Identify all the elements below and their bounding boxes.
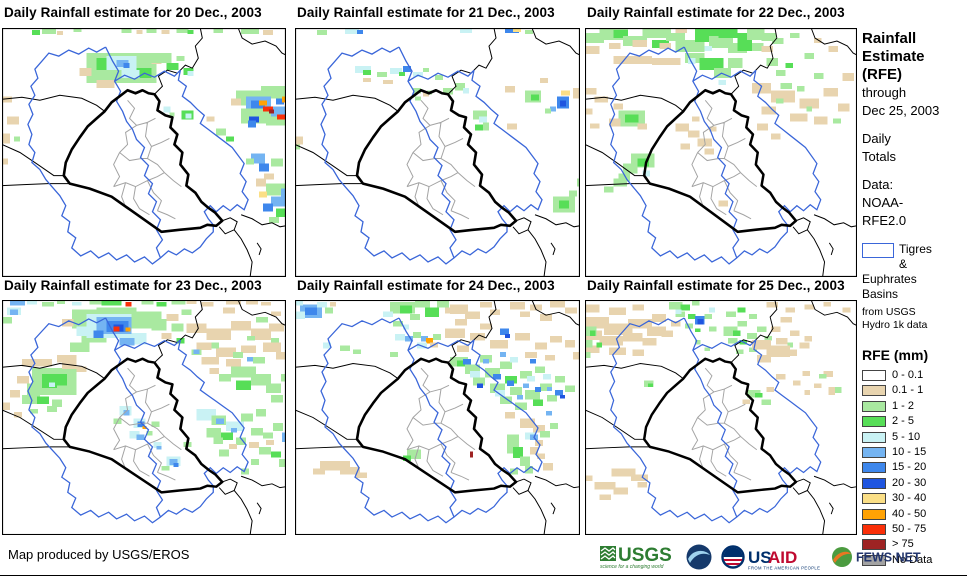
legend-label: 0 - 0.1 [892,369,924,381]
rain-pixels [295,28,580,213]
rainfall-map-21dec [295,28,580,277]
legend-color-swatch [862,539,886,551]
legend-item: 40 - 50 [862,507,964,520]
rfe-legend: RFE (mm) 0 - 0.1 0.1 - 1 1 - 2 2 - 5 5 - 10 1… [862,346,964,566]
legend-color-swatch [862,431,886,443]
legend-color-swatch [862,400,886,412]
map-credit: Map produced by USGS/EROS [8,547,190,562]
legend-color-swatch [862,477,886,489]
sidebar-through-date: through Dec 25, 2003 [862,85,940,118]
legend-label: 20 - 30 [892,476,927,489]
basin-legend-source: from USGS Hydro 1k data [862,306,928,331]
legend-color-swatch [862,385,886,397]
legend-color-swatch [862,554,886,566]
legend-color-swatch [862,416,886,428]
rainfall-map-25dec [585,300,857,535]
legend-label: No Data [892,553,933,566]
legend-item: 0 - 0.1 [862,370,964,381]
rainfall-map-23dec [2,300,286,535]
basin-legend: Tigres & Euphrates Basins from USGS Hydr… [862,242,964,332]
legend-item: > 75 [862,538,964,551]
sidebar-period: Daily Totals [862,131,896,164]
legend-item: 20 - 30 [862,476,964,489]
legend-color-swatch [862,523,886,535]
rain-pixels [585,300,851,500]
legend-item: 15 - 20 [862,461,964,474]
legend-label: 50 - 75 [892,522,927,535]
legend-label: 10 - 15 [892,445,927,458]
legend-label: 1 - 2 [892,399,915,412]
rain-pixels [2,300,286,475]
legend-item: 1 - 2 [862,399,964,412]
svg-text:FEWS NET: FEWS NET [856,551,921,565]
legend-label: 2 - 5 [892,415,915,428]
legend-item: 30 - 40 [862,492,964,505]
panel-title-24dec: Daily Rainfall estimate for 24 Dec., 200… [297,278,555,293]
svg-text:US: US [748,548,772,567]
sidebar: Rainfall Estimate (RFE) through Dec 25, … [862,30,964,570]
svg-text:AID: AID [768,548,797,567]
usaid-logo: US AID FROM THE AMERICAN PEOPLE [721,545,820,571]
legend-color-swatch [862,370,886,381]
legend-color-swatch [862,446,886,458]
usgs-logo: USGS science for a changing world [600,545,672,570]
panel-title-21dec: Daily Rainfall estimate for 21 Dec., 200… [297,5,555,20]
legend-label: 0.1 - 1 [892,384,924,397]
panel-title-23dec: Daily Rainfall estimate for 23 Dec., 200… [4,278,262,293]
rain-pixels [295,300,580,479]
legend-label: 5 - 10 [892,430,921,443]
fewsnet-globe-icon [832,547,852,567]
sidebar-title: Rainfall Estimate (RFE) [862,30,925,83]
rainfall-map-22dec [585,28,857,277]
rain-pixels [2,28,286,223]
legend-item: 10 - 15 [862,445,964,458]
legend-label: > 75 [892,538,914,551]
legend-item: 0.1 - 1 [862,384,964,397]
fewsnet-logo: FEWS NET [832,547,921,567]
basin-legend-label: Tigres & Euphrates Basins [862,242,932,301]
svg-text:FROM THE AMERICAN PEOPLE: FROM THE AMERICAN PEOPLE [748,566,820,571]
legend-color-swatch [862,462,886,474]
rfe-legend-title: RFE (mm) [862,347,929,363]
footer-logos: USGS science for a changing world US AID… [599,541,921,573]
legend-label: 40 - 50 [892,507,927,520]
legend-item: 5 - 10 [862,430,964,443]
basin-outline-swatch [862,243,894,258]
sidebar-data-source: Data: NOAA- RFE2.0 [862,177,907,228]
svg-text:science for a changing world: science for a changing world [600,564,664,570]
legend-label: 15 - 20 [892,461,927,474]
panel-title-22dec: Daily Rainfall estimate for 22 Dec., 200… [587,5,845,20]
panel-title-25dec: Daily Rainfall estimate for 25 Dec., 200… [587,278,845,293]
noaa-logo [686,544,712,570]
legend-item: 2 - 5 [862,415,964,428]
legend-color-swatch [862,493,886,505]
panel-title-20dec: Daily Rainfall estimate for 20 Dec., 200… [4,5,262,20]
svg-text:USGS: USGS [618,545,672,566]
legend-label: 30 - 40 [892,492,927,505]
rfe-legend-items: 0 - 0.1 0.1 - 1 1 - 2 2 - 5 5 - 10 10 - 15 15 … [862,370,964,566]
legend-color-swatch [862,508,886,520]
legend-item: 50 - 75 [862,522,964,535]
legend-item: No Data [862,553,964,566]
rainfall-map-20dec [2,28,286,277]
rainfall-map-24dec [295,300,580,535]
rain-pixels [585,28,855,207]
